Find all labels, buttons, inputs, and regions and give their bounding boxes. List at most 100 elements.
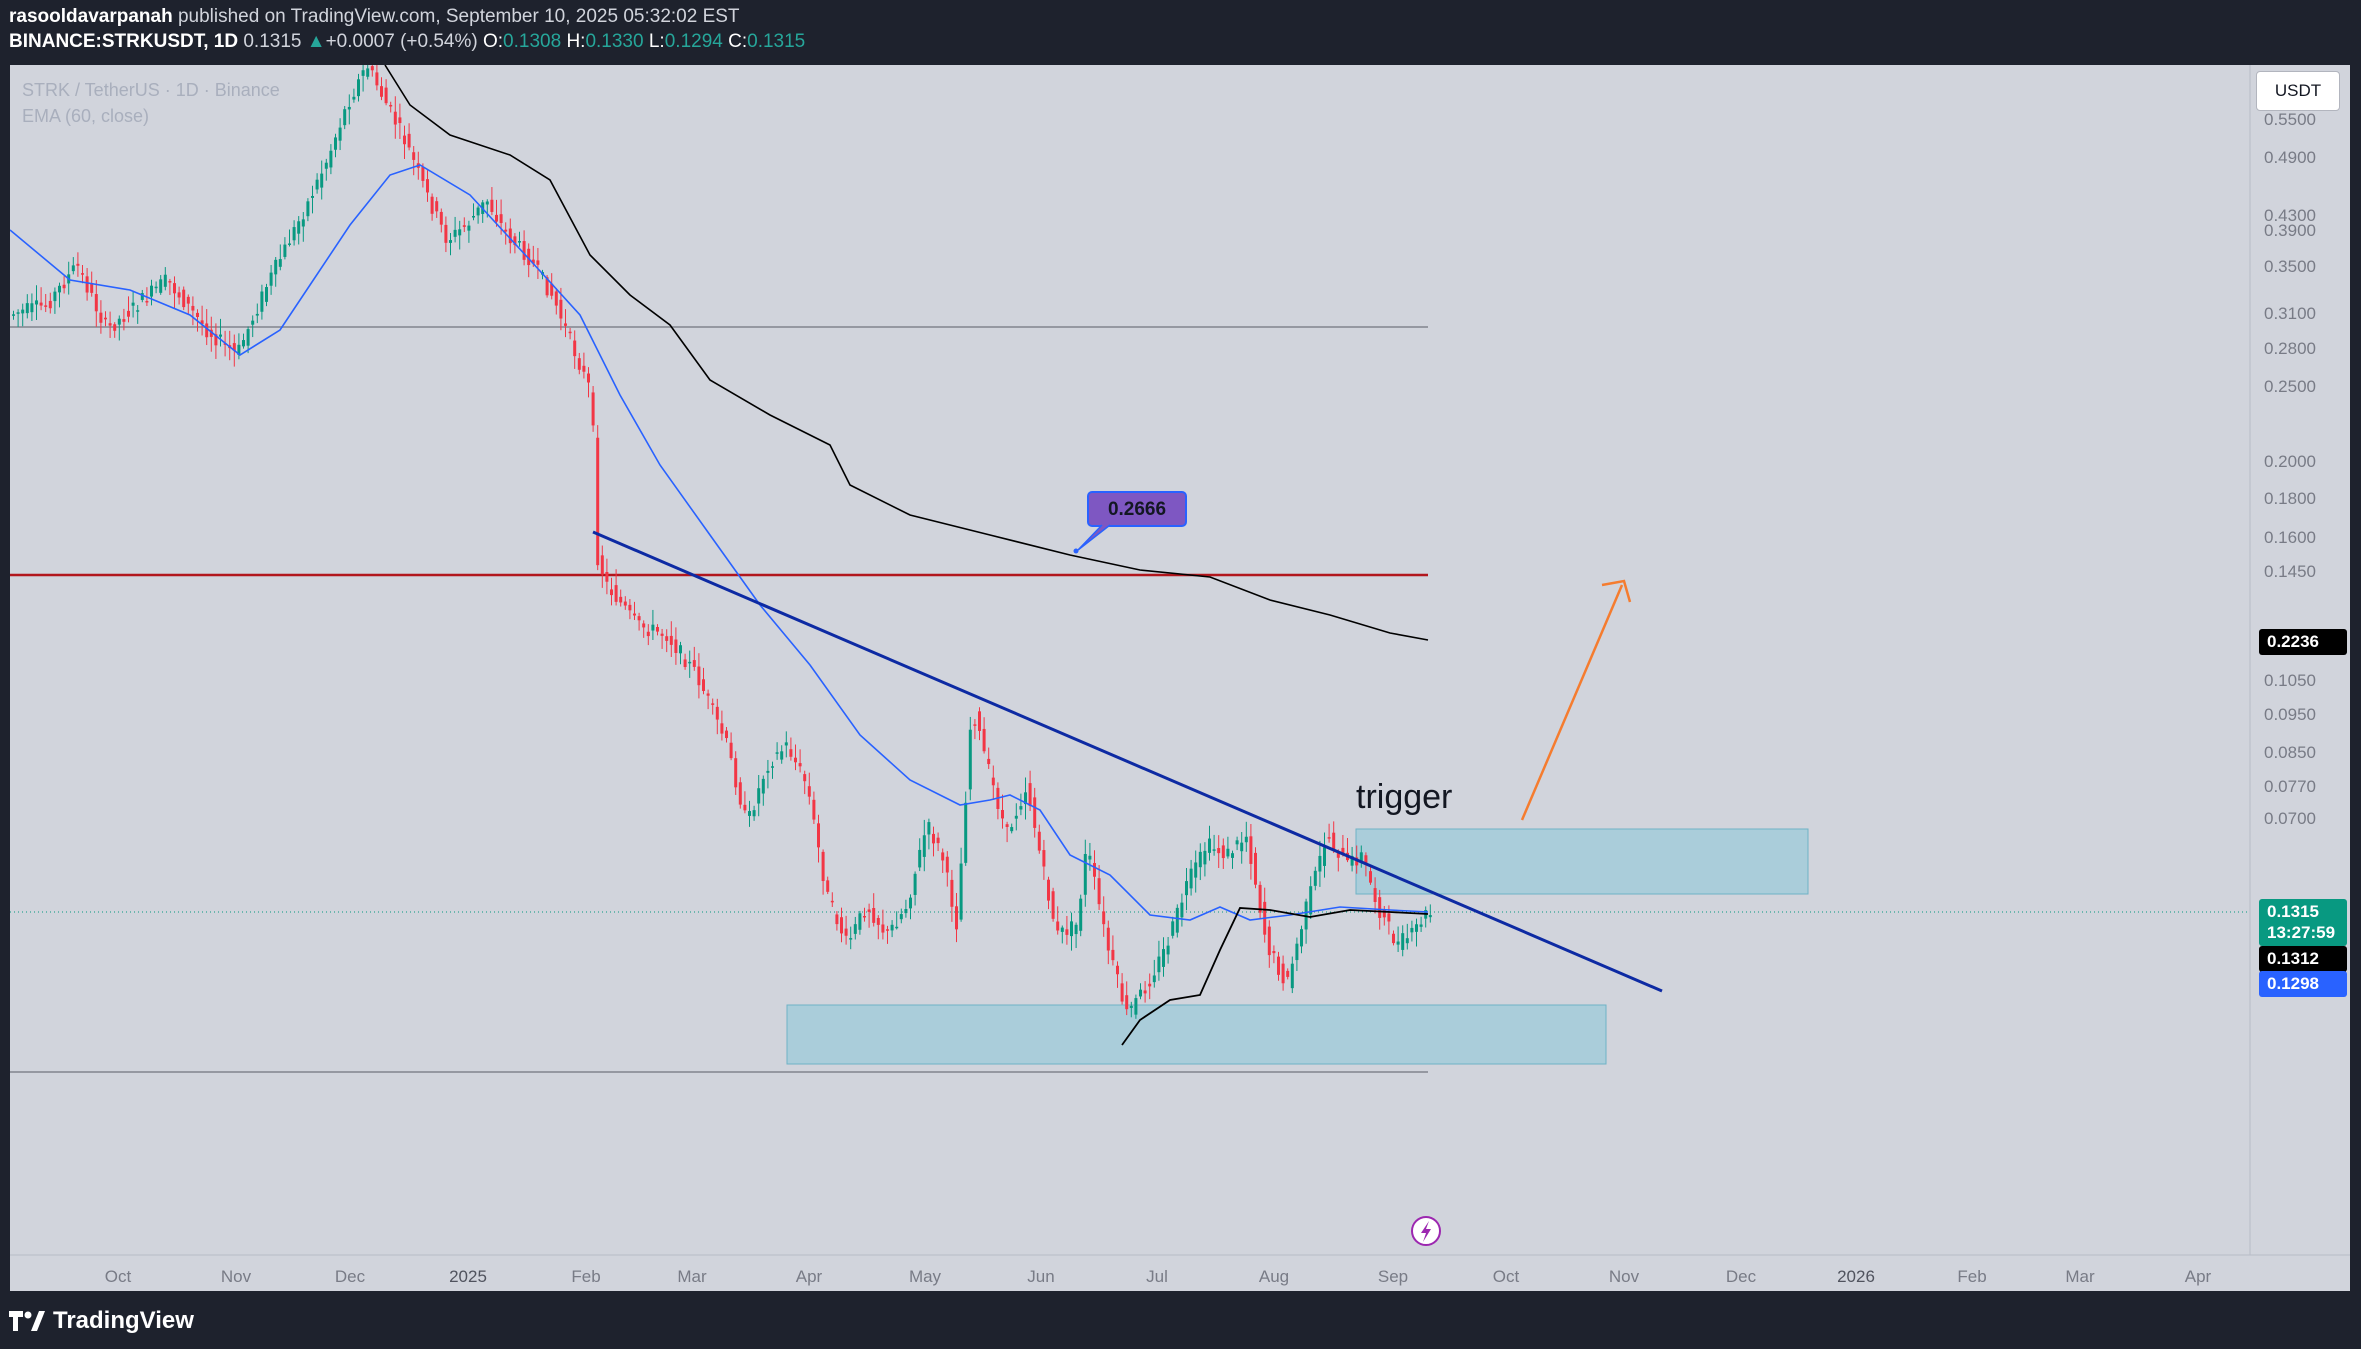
candle (610, 589, 613, 596)
price-tick-label: 0.1600 (2264, 528, 2316, 547)
candle (131, 302, 135, 306)
high-value: 0.1330 (585, 31, 644, 52)
candle (306, 201, 310, 217)
candle (1148, 983, 1152, 987)
candle (426, 179, 429, 193)
candle (278, 259, 282, 267)
candle (531, 259, 535, 264)
candle (150, 285, 153, 297)
price-chart[interactable]: 0.2666 trigger (10, 65, 2350, 1291)
up-arrow-icon: ▲ (306, 31, 326, 52)
time-tick-label: Sep (1377, 1267, 1409, 1286)
candle (334, 137, 337, 150)
candle (932, 833, 935, 844)
candle (1166, 945, 1170, 955)
header-bar: rasooldavarpanah published on TradingVie… (0, 0, 2361, 62)
descending-trendline[interactable] (592, 530, 1663, 993)
candle (214, 334, 218, 346)
candle (835, 914, 839, 925)
candle (343, 109, 347, 126)
candle (384, 87, 388, 104)
candle (1162, 949, 1165, 967)
candle (62, 284, 66, 289)
candle (159, 279, 163, 293)
candle (1217, 848, 1221, 854)
candle (1060, 927, 1064, 932)
candle (476, 207, 480, 216)
candle (886, 929, 889, 931)
candle (1171, 921, 1175, 936)
candle (761, 778, 765, 794)
candle (1102, 911, 1106, 925)
candle (1056, 921, 1060, 931)
candle (1134, 998, 1138, 1015)
tradingview-logo[interactable]: TradingView (9, 1307, 194, 1335)
price-tick-label: 0.1050 (2264, 671, 2316, 690)
price-callout[interactable] (1087, 491, 1187, 527)
candle (168, 281, 172, 283)
candle (844, 928, 848, 936)
candle (357, 79, 360, 97)
candle (21, 309, 25, 314)
candle (577, 358, 581, 370)
price-change: +0.0007 (+0.54%) (325, 31, 478, 52)
candle (90, 283, 94, 293)
candle (527, 248, 531, 266)
candle (30, 303, 34, 313)
trigger-zone[interactable] (1355, 828, 1809, 895)
candle (462, 225, 466, 227)
candle (1392, 933, 1395, 944)
candle (1065, 929, 1069, 935)
candle (163, 274, 167, 287)
candle (734, 758, 738, 788)
candle (1203, 850, 1207, 865)
candle (1014, 815, 1018, 819)
ema-blue-badge: 0.1298 (2259, 971, 2347, 997)
target-arrow[interactable] (1520, 584, 1624, 821)
candle (568, 331, 572, 334)
price-tick-label: 0.0770 (2264, 777, 2316, 796)
candle (642, 623, 646, 628)
candle (1359, 852, 1363, 862)
candle (1120, 983, 1124, 1002)
candle (108, 323, 112, 326)
candle (1318, 855, 1322, 872)
currency-button[interactable]: USDT (2256, 71, 2340, 111)
support-zone[interactable] (786, 1004, 1607, 1065)
candle (872, 908, 876, 923)
candle (748, 811, 751, 816)
candle (1208, 838, 1211, 853)
author-name[interactable]: rasooldavarpanah (9, 6, 173, 27)
candle (251, 320, 255, 325)
candle (1194, 862, 1198, 878)
candle (1254, 852, 1257, 885)
candle (58, 285, 61, 293)
candle (12, 314, 15, 316)
candle (255, 313, 259, 316)
candle (1244, 836, 1248, 843)
candle (389, 104, 393, 107)
candle (1281, 963, 1285, 984)
candle (1231, 853, 1234, 858)
open-value: 0.1308 (503, 31, 562, 52)
trigger-label: trigger (1356, 778, 1452, 816)
candle (1369, 871, 1372, 883)
candle (35, 300, 38, 305)
footer-bar: TradingView (0, 1293, 2361, 1349)
candle (766, 770, 770, 773)
ema-blue-line[interactable] (10, 164, 1429, 921)
time-tick-label: 2026 (1837, 1267, 1875, 1286)
candle (76, 263, 80, 266)
candle (513, 236, 517, 246)
candle (458, 229, 462, 236)
price-tick-label: 0.2800 (2264, 339, 2316, 358)
time-tick-label: Dec (1725, 1267, 1757, 1286)
candle (154, 286, 158, 289)
ema-black-line[interactable] (384, 65, 1429, 641)
ema-short-line[interactable] (1121, 907, 1429, 1046)
candle (490, 199, 494, 212)
indicator-title: EMA (60, close) (22, 106, 150, 126)
candle (1295, 943, 1299, 961)
chart-area[interactable]: 0.2666 trigger STRK / TetherUS · 1D · Bin… (10, 65, 2350, 1291)
publish-info: rasooldavarpanah published on TradingVie… (9, 6, 740, 28)
